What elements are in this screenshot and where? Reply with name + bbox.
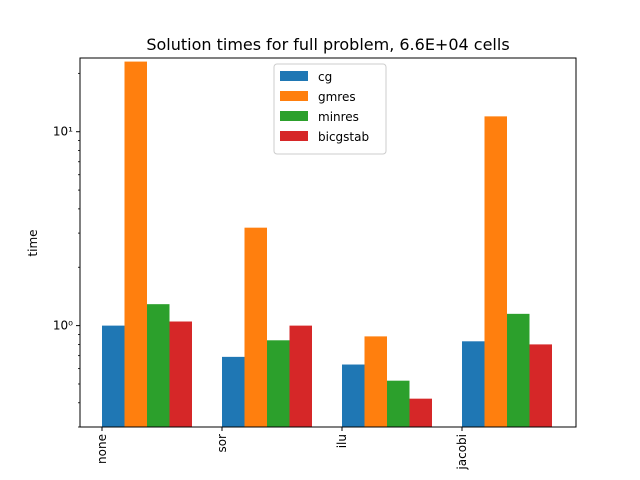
bar-cg-jacobi xyxy=(462,341,485,427)
legend-label-gmres: gmres xyxy=(318,90,356,104)
bar-gmres-none xyxy=(124,61,147,428)
x-tick-label: none xyxy=(95,434,109,464)
bar-bicgstab-sor xyxy=(289,325,312,427)
legend-swatch-gmres xyxy=(280,91,308,101)
chart-title: Solution times for full problem, 6.6E+04… xyxy=(146,35,509,54)
plot-frame xyxy=(79,57,577,428)
legend-label-bicgstab: bicgstab xyxy=(318,130,369,144)
bar-cg-none xyxy=(102,325,125,427)
x-tick-label: ilu xyxy=(335,434,349,448)
bar-gmres-sor xyxy=(244,227,267,427)
x-axis: none sor ilu jacobi xyxy=(95,427,469,471)
bar-bicgstab-ilu xyxy=(409,398,432,427)
bar-bicgstab-none xyxy=(169,321,192,427)
bar-gmres-ilu xyxy=(364,336,387,427)
bar-gmres-jacobi xyxy=(484,116,507,427)
bar-minres-ilu xyxy=(387,380,410,427)
bar-cg-sor xyxy=(222,356,245,427)
x-tick-label: jacobi xyxy=(455,434,469,471)
y-tick-label: 10¹ xyxy=(53,125,73,139)
legend-swatch-bicgstab xyxy=(280,131,308,141)
legend-label-minres: minres xyxy=(318,110,359,124)
bar-minres-none xyxy=(147,304,170,427)
y-axis: 10⁰ 10¹ xyxy=(53,72,80,428)
legend: cg gmres minres bicgstab xyxy=(273,63,387,155)
legend-swatch-minres xyxy=(280,111,308,121)
legend-swatch-cg xyxy=(280,71,308,81)
y-axis-label: time xyxy=(26,229,40,256)
y-tick-label: 10⁰ xyxy=(53,319,73,333)
bar-minres-jacobi xyxy=(507,313,530,427)
x-tick-label: sor xyxy=(215,434,229,453)
legend-label-cg: cg xyxy=(318,70,332,84)
bars-group xyxy=(102,61,552,428)
bar-cg-ilu xyxy=(342,364,365,427)
bar-minres-sor xyxy=(267,340,290,427)
bar-bicgstab-jacobi xyxy=(529,344,552,427)
